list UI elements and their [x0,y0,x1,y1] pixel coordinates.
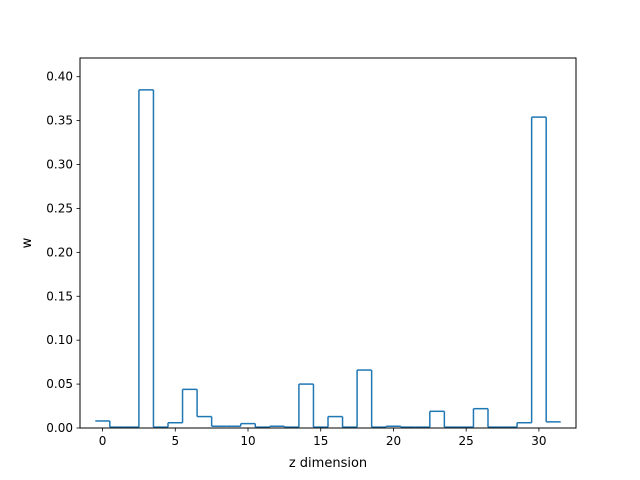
y-axis-ticks: 0.00 0.05 0.10 0.15 0.20 0.25 0.30 0.35 0.40 [46,70,80,435]
x-axis-label: z dimension [289,456,367,471]
y-tick-label: 0.30 [46,158,73,172]
y-tick-label: 0.20 [46,245,73,259]
y-tick-label: 0.00 [46,421,73,435]
y-tick-label: 0.25 [46,201,73,215]
x-tick-label: 20 [386,434,401,448]
x-tick-label: 0 [99,434,107,448]
axes-layer [79,57,577,429]
y-axis-label: w [20,237,35,248]
x-tick-label: 30 [531,434,546,448]
series-layer [95,89,561,428]
x-tick-label: 10 [240,434,255,448]
y-tick-label: 0.05 [46,377,73,391]
x-tick-label: 15 [313,434,328,448]
axes-frame [79,57,577,429]
y-tick-label: 0.40 [46,70,73,84]
x-tick-label: 5 [171,434,179,448]
y-tick-label: 0.35 [46,114,73,128]
x-axis-ticks: 0 5 10 15 20 25 30 [99,428,547,448]
plot-area [80,58,576,428]
y-tick-label: 0.10 [46,333,73,347]
x-tick-label: 25 [459,434,474,448]
y-tick-label: 0.15 [46,289,73,303]
